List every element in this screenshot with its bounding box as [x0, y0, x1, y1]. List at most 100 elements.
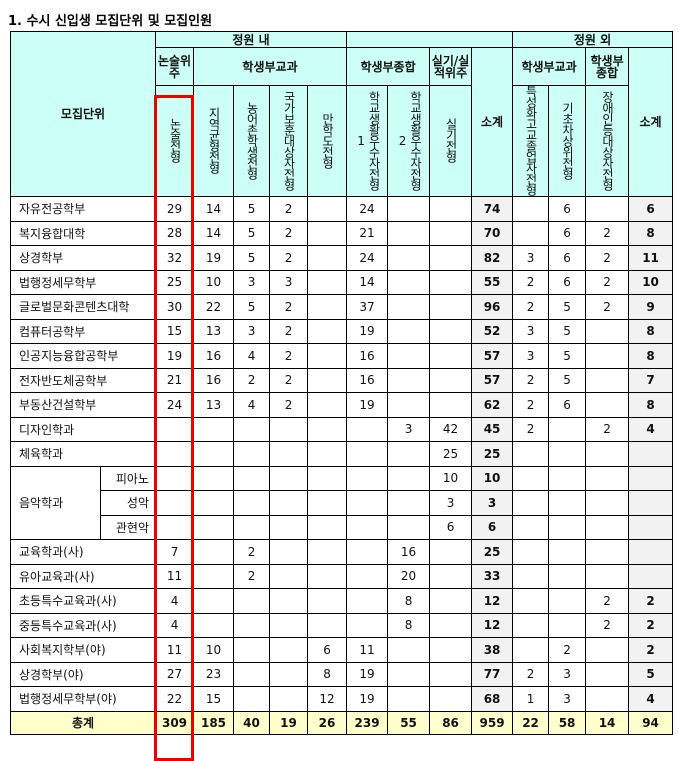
table-row: 사회복지학부(야) 11 10 6 11 38 2 2 — [9, 637, 674, 663]
value-cell: 13 — [193, 392, 235, 418]
subtotal-cell: 2 — [628, 637, 674, 663]
value-cell — [155, 441, 195, 467]
value-cell — [512, 490, 550, 516]
header-essay: 논술위주 — [155, 47, 195, 86]
value-cell: 29 — [155, 196, 195, 222]
value-cell — [193, 539, 235, 565]
value-cell — [585, 465, 630, 491]
header-col-label: 기초차상위전형 — [560, 101, 575, 179]
value-cell: 3 — [387, 416, 431, 442]
header-col-9: 기초차상위전형 — [548, 85, 587, 197]
value-cell — [233, 441, 271, 467]
value-cell: 32 — [155, 245, 195, 271]
header-unit: 모집단위 — [9, 31, 157, 197]
subtotal-cell: 77 — [471, 661, 514, 687]
value-cell — [387, 367, 431, 393]
value-cell: 8 — [307, 661, 348, 687]
subtotal-cell — [628, 539, 674, 565]
value-cell: 5 — [548, 318, 587, 344]
value-cell — [307, 196, 348, 222]
value-cell — [193, 416, 235, 442]
value-cell: 5 — [548, 294, 587, 320]
value-cell — [387, 490, 431, 516]
table-row: 법행정세무학부 25 10 3 3 14 55 2 6 2 10 — [9, 269, 674, 295]
unit-name: 상경학부(야) — [9, 661, 157, 687]
table-row: 컴퓨터공학부 15 13 3 2 19 52 3 5 8 — [9, 318, 674, 344]
header-col-label: 특성화고교졸업자전형 — [524, 85, 539, 196]
value-cell — [346, 465, 389, 491]
subtotal-cell: 38 — [471, 637, 514, 663]
value-cell — [585, 490, 630, 516]
unit-name: 부동산건설학부 — [9, 392, 157, 418]
value-cell: 2 — [233, 367, 271, 393]
value-cell — [585, 318, 630, 344]
header-col-2: 농어촌학생전형 — [233, 85, 271, 197]
value-cell — [233, 514, 271, 540]
value-cell — [429, 269, 473, 295]
value-cell — [269, 490, 309, 516]
value-cell: 2 — [548, 637, 587, 663]
value-cell: 309 — [155, 710, 195, 735]
value-cell — [233, 588, 271, 614]
value-cell — [585, 563, 630, 589]
value-cell — [233, 490, 271, 516]
value-cell — [346, 539, 389, 565]
header-col-3: 국가보훈대상자전형 — [269, 85, 309, 197]
value-cell — [346, 612, 389, 638]
value-cell — [307, 367, 348, 393]
header-col-label: 논술전형 — [168, 118, 183, 162]
value-cell — [548, 588, 587, 614]
value-cell — [387, 514, 431, 540]
table-row: 유아교육과(사) 11 2 20 33 — [9, 563, 674, 589]
header-record-subject: 학생부교과 — [193, 47, 348, 86]
subtotal-cell: 4 — [628, 416, 674, 442]
subtotal-cell: 12 — [471, 612, 514, 638]
header-col-label: 농어촌학생전형 — [245, 101, 260, 179]
value-cell — [512, 637, 550, 663]
value-cell — [307, 245, 348, 271]
value-cell — [307, 465, 348, 491]
value-cell: 2 — [512, 661, 550, 687]
value-cell: 2 — [269, 392, 309, 418]
value-cell: 19 — [346, 318, 389, 344]
value-cell: 19 — [193, 245, 235, 271]
value-cell — [155, 514, 195, 540]
value-cell: 6 — [548, 269, 587, 295]
unit-name: 전자반도체공학부 — [9, 367, 157, 393]
subtotal-cell: 6 — [628, 196, 674, 222]
header-col-7: 실기전형 — [429, 85, 473, 197]
header-col-10: 장애인등대상자전형 — [585, 85, 630, 197]
subtotal-cell: 62 — [471, 392, 514, 418]
value-cell: 37 — [346, 294, 389, 320]
value-cell — [429, 686, 473, 712]
value-cell — [269, 588, 309, 614]
value-cell: 40 — [233, 710, 271, 735]
value-cell — [307, 392, 348, 418]
value-cell — [307, 343, 348, 369]
table-row: 체육학과 25 25 — [9, 441, 674, 467]
subtotal-cell: 96 — [471, 294, 514, 320]
header-col-0: 논술전형 — [155, 85, 195, 197]
value-cell — [429, 539, 473, 565]
value-cell — [387, 661, 431, 687]
admission-table: 모집단위 정원 내 정원 외 논술위주 학생부교과 학생부종합 실기/실적위주 … — [9, 31, 674, 735]
value-cell: 7 — [155, 539, 195, 565]
value-cell: 16 — [387, 539, 431, 565]
value-cell — [512, 514, 550, 540]
sub-unit-name: 피아노 — [99, 465, 157, 491]
value-cell: 2 — [512, 416, 550, 442]
value-cell: 6 — [307, 637, 348, 663]
table-row: 전자반도체공학부 21 16 2 2 16 57 2 5 7 — [9, 367, 674, 393]
value-cell — [233, 416, 271, 442]
unit-name: 인공지능융합공학부 — [9, 343, 157, 369]
value-cell: 15 — [155, 318, 195, 344]
table-row: 법행정세무학부(야) 22 15 12 19 68 1 3 4 — [9, 686, 674, 712]
value-cell: 2 — [233, 539, 271, 565]
value-cell: 22 — [512, 710, 550, 735]
value-cell: 22 — [155, 686, 195, 712]
value-cell — [233, 661, 271, 687]
value-cell — [548, 563, 587, 589]
unit-name: 유아교육과(사) — [9, 563, 157, 589]
value-cell: 19 — [269, 710, 309, 735]
value-cell — [269, 416, 309, 442]
